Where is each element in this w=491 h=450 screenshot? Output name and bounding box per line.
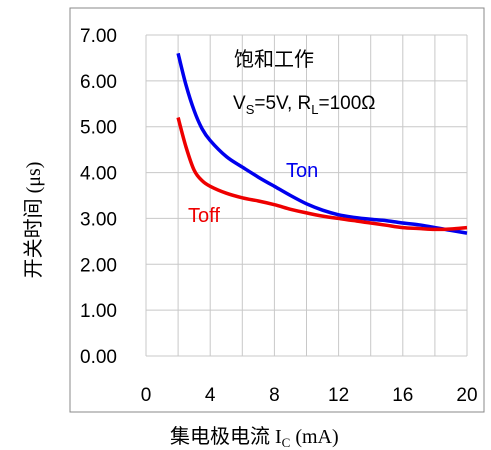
x-axis-label-sub: C <box>282 435 291 450</box>
series-label-ton: Ton <box>286 160 318 182</box>
y-tick-label: 7.00 <box>80 26 117 47</box>
x-tick-label: 8 <box>269 385 280 406</box>
y-tick-label: 0.00 <box>80 347 117 368</box>
rl-rest: =100Ω <box>318 93 375 114</box>
x-tick-label: 20 <box>456 385 477 406</box>
y-tick-label: 4.00 <box>80 164 117 185</box>
vs-sub: S <box>246 102 255 117</box>
series-line-toff <box>176 117 468 232</box>
series-label-toff: Toff <box>188 205 220 227</box>
x-axis-title: 集电极电流 IC (mA) <box>170 425 339 450</box>
annotation-line2: VS=5V, RL=100Ω <box>233 93 375 117</box>
x-tick-label: 4 <box>205 385 216 406</box>
y-tick-label: 5.00 <box>80 118 117 139</box>
series-lines <box>176 52 468 235</box>
y-tick-label: 6.00 <box>80 72 117 93</box>
y-tick-label: 1.00 <box>80 301 117 322</box>
x-axis-label: 集电极电流 I <box>170 425 282 448</box>
chart-frame <box>69 7 485 413</box>
y-tick-label: 3.00 <box>80 209 117 230</box>
vs-main: V <box>233 93 246 114</box>
x-tick-labels: 0 4 8 12 16 20 <box>141 385 478 406</box>
x-axis-label-unit: (mA) <box>290 426 338 448</box>
y-axis-title: 开关时间 (μs) <box>22 162 45 279</box>
vs-rest: =5V, R <box>254 93 311 114</box>
y-tick-label: 2.00 <box>80 255 117 276</box>
annotation-line1: 饱和工作 <box>234 47 314 71</box>
x-tick-label: 0 <box>141 385 152 406</box>
series-line-ton <box>176 52 468 235</box>
grid <box>145 34 468 357</box>
x-tick-label: 12 <box>328 385 349 406</box>
y-tick-labels: 0.00 1.00 2.00 3.00 4.00 5.00 6.00 7.00 <box>80 26 117 368</box>
rl-sub: L <box>311 102 318 117</box>
x-tick-label: 16 <box>392 385 413 406</box>
